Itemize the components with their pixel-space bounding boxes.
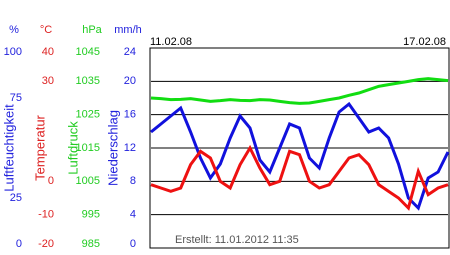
y-tick-label: -10 <box>38 209 54 221</box>
footer: Erstellt: 11.01.2012 11:35 <box>175 234 299 246</box>
axis-label: Luftdruck <box>65 121 80 175</box>
y-tick-label: 995 <box>82 209 100 221</box>
y-tick-label: 100 <box>4 46 22 58</box>
y-tick-label: 4 <box>130 209 136 221</box>
y-tick-label: 0 <box>48 175 54 187</box>
y-tick-label: 1045 <box>76 46 100 58</box>
y-tick-label: -20 <box>38 238 54 250</box>
y-tick-label: 20 <box>124 75 136 87</box>
y-tick-label: 30 <box>42 75 54 87</box>
y-tick-label: 0 <box>16 238 22 250</box>
y-tick-label: 1025 <box>76 109 100 121</box>
y-tick-label: 12 <box>124 142 136 154</box>
axis-unit: hPa <box>82 24 102 36</box>
y-tick-label: 75 <box>10 92 22 104</box>
data-line <box>150 101 450 211</box>
date-start: 11.02.08 <box>150 36 192 48</box>
axis-unit: % <box>9 24 19 36</box>
y-tick-label: 25 <box>10 192 22 204</box>
axis-label: Luftfeuchtigkeit <box>1 104 16 192</box>
y-tick-label: 40 <box>42 46 54 58</box>
y-tick-label: 0 <box>130 238 136 250</box>
y-tick-label: 1005 <box>76 175 100 187</box>
axis-unit: °C <box>40 24 52 36</box>
axis-unit: mm/h <box>114 24 142 36</box>
data-line <box>150 144 449 211</box>
data-line <box>150 77 449 105</box>
y-tick-label: 1035 <box>76 75 100 87</box>
y-tick-label: 1015 <box>76 142 100 154</box>
y-tick-label: 16 <box>124 109 136 121</box>
axis-label: Temperatur <box>32 114 47 180</box>
y-tick-label: 985 <box>82 238 100 250</box>
y-tick-label: 24 <box>124 46 136 58</box>
axis-label: Niederschlag <box>105 110 120 186</box>
y-tick-label: 8 <box>130 175 136 187</box>
date-end: 17.02.08 <box>403 36 446 48</box>
